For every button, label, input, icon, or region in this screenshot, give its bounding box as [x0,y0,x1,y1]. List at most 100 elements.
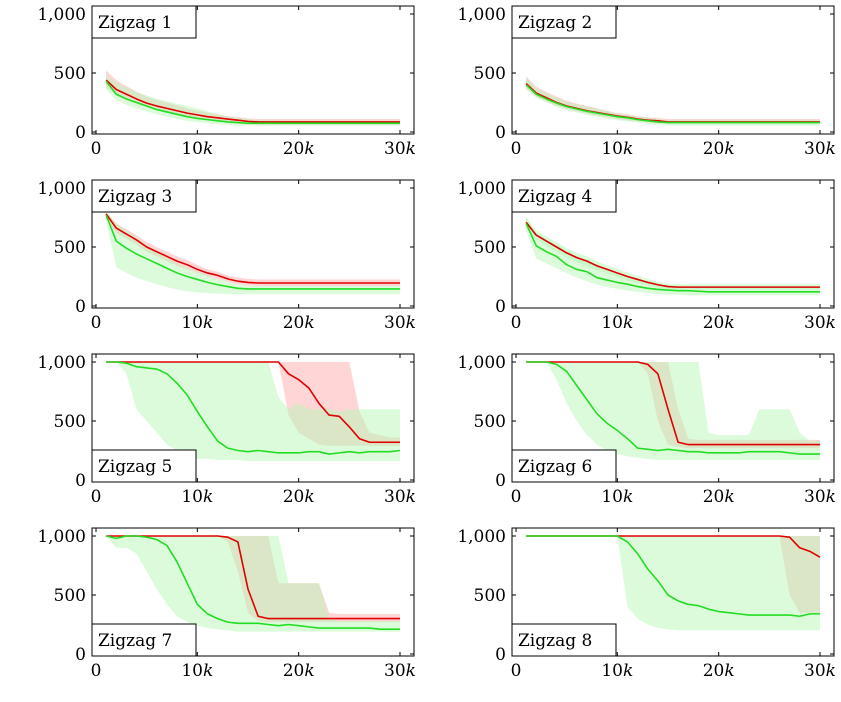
panel-title-box [511,623,617,657]
green-series-line [526,361,820,455]
x-tick-label: 20k [703,661,735,681]
x-tick-label: 10k [181,661,213,681]
y-tick-label: 500 [474,586,506,606]
plot-frame [91,179,415,309]
x-tick-label: 10k [601,661,633,681]
panel-title-box [91,449,197,483]
green-band [526,77,820,126]
panel-title: Zigzag 5 [98,457,172,477]
x-tick-label: 10k [601,487,633,507]
plot-area [526,361,820,460]
y-tick-label: 0 [495,645,506,665]
green-series-line [105,80,400,124]
y-tick-label: 0 [495,471,506,491]
x-tick-label: 20k [703,487,735,507]
red-series-line [105,213,400,284]
x-tick-label: 0 [511,313,522,333]
plot-frame [91,527,415,657]
y-tick-label: 500 [54,64,86,84]
panel-title: Zigzag 2 [518,13,592,33]
y-tick-label: 0 [75,645,86,665]
y-tick-label: 0 [495,123,506,143]
plot-area [105,70,400,126]
green-band [526,362,820,460]
green-band [106,536,400,632]
y-tick-label: 500 [54,238,86,258]
green-band [526,216,820,296]
chart-panel-7: 0 500 1,000 0 10k 20k 30k Zigzag 7 [37,527,416,681]
x-tick-label: 20k [283,487,315,507]
green-series-line [525,223,820,293]
y-tick-label: 0 [75,471,86,491]
plot-area [525,216,820,296]
x-tick-label: 30k [804,139,836,159]
plot-area [525,76,820,126]
y-tick-label: 500 [474,238,506,258]
y-tick-label: 0 [75,123,86,143]
x-tick-label: 0 [91,661,102,681]
x-tick-label: 20k [283,139,315,159]
panel-title: Zigzag 3 [98,187,172,207]
x-tick-label: 10k [601,139,633,159]
y-tick-label: 500 [54,586,86,606]
x-tick-label: 30k [804,661,836,681]
y-tick-label: 500 [54,412,86,432]
plot-frame [91,353,415,483]
red-series-line [526,361,820,446]
y-tick-label: 1,000 [37,5,86,25]
y-tick-label: 1,000 [37,353,86,373]
x-tick-label: 10k [601,313,633,333]
y-tick-label: 1,000 [37,179,86,199]
y-tick-label: 500 [474,412,506,432]
green-band [106,75,400,126]
panel-title-box [91,623,197,657]
red-series-line [106,361,400,444]
x-tick-label: 30k [804,313,836,333]
green-series-line [106,361,401,455]
x-tick-label: 10k [181,313,213,333]
y-tick-label: 1,000 [37,527,86,547]
x-tick-label: 20k [283,313,315,333]
x-tick-label: 30k [384,487,416,507]
chart-panel-1: 0 500 1,000 0 10k 20k 30k Zigzag 1 [37,5,416,159]
panel-title-box [91,179,197,213]
panel-title: Zigzag 1 [98,13,172,33]
x-tick-label: 30k [384,139,416,159]
y-tick-label: 1,000 [457,527,506,547]
x-tick-label: 10k [181,487,213,507]
plot-frame [511,5,835,135]
chart-panel-4: 0 500 1,000 0 10k 20k 30k Zigzag 4 [457,179,836,333]
x-tick-label: 0 [511,661,522,681]
chart-panel-6: 0 500 1,000 0 10k 20k 30k Zigzag 6 [457,353,836,507]
red-series-line [105,79,400,123]
panel-title-box [91,5,197,39]
x-tick-label: 30k [384,661,416,681]
plot-frame [511,527,835,657]
y-tick-label: 1,000 [457,179,506,199]
y-tick-label: 0 [75,297,86,317]
x-tick-label: 0 [511,487,522,507]
y-tick-label: 1,000 [457,5,506,25]
green-series-line [526,535,820,618]
x-tick-label: 0 [91,139,102,159]
panel-title: Zigzag 4 [518,187,592,207]
x-tick-label: 10k [181,139,213,159]
y-tick-label: 1,000 [457,353,506,373]
plot-area [105,535,400,632]
x-tick-label: 0 [511,139,522,159]
red-series-line [525,221,820,288]
plot-area [106,361,401,462]
plot-frame [511,353,835,483]
chart-panel-2: 0 500 1,000 0 10k 20k 30k Zigzag 2 [457,5,836,159]
x-tick-label: 20k [703,313,735,333]
plot-area [105,211,400,295]
y-tick-label: 0 [495,297,506,317]
plot-frame [91,5,415,135]
y-tick-label: 500 [474,64,506,84]
green-series-line [105,535,400,631]
chart-panel-3: 0 500 1,000 0 10k 20k 30k Zigzag 3 [37,179,416,333]
x-tick-label: 0 [91,313,102,333]
panel-title: Zigzag 8 [518,631,592,651]
